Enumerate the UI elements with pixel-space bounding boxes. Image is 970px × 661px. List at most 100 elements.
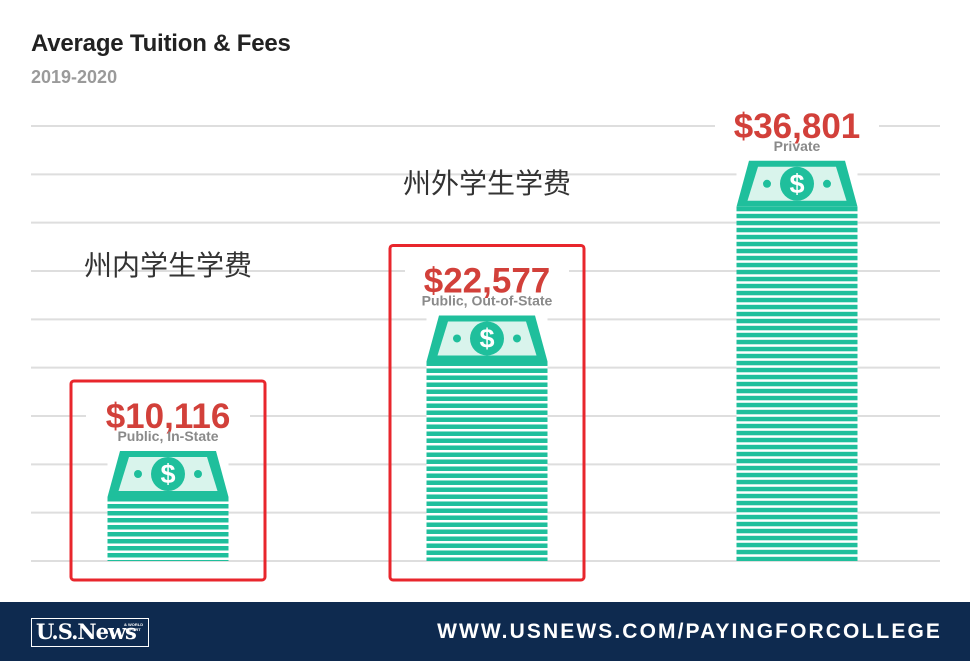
stack-stripe — [426, 529, 548, 534]
stack-stripe — [107, 510, 229, 516]
stack-stripe — [736, 465, 858, 471]
stack-stripe — [426, 487, 548, 492]
stack-stripe — [426, 494, 548, 499]
stack-stripe — [426, 375, 548, 380]
stack-stripe — [736, 542, 858, 548]
bill-dot — [453, 334, 461, 343]
stack-stripe — [426, 452, 548, 457]
stack-stripe — [736, 248, 858, 254]
stack-stripe — [426, 431, 548, 436]
stack-stripe — [736, 458, 858, 464]
dollar-sign-icon: $ — [479, 323, 494, 353]
stack-stripe — [736, 402, 858, 408]
money-stack-bar: $ — [736, 160, 858, 561]
usnews-logo[interactable]: U.S.News & WORLD REPORT — [31, 618, 149, 647]
stack-stripe — [736, 339, 858, 345]
dollar-circle-icon — [470, 321, 504, 356]
stack-stripe — [426, 515, 548, 520]
stack-stripe — [426, 543, 548, 548]
stack-stripe — [736, 444, 858, 450]
stack-stripe — [736, 381, 858, 387]
stack-stripe — [426, 410, 548, 415]
stack-stripe — [736, 388, 858, 394]
stack-stripe — [736, 276, 858, 282]
bill-dot — [194, 469, 202, 478]
stack-stripe — [736, 262, 858, 268]
stack-stripe — [736, 451, 858, 457]
stack-stripe — [736, 353, 858, 359]
stack-stripe — [736, 213, 858, 219]
bill-dot — [513, 334, 521, 343]
chart-subtitle: 2019-2020 — [31, 67, 118, 87]
stack-stripe — [107, 503, 229, 509]
stack-stripe — [736, 493, 858, 499]
stack-stripe — [107, 552, 229, 558]
stack-stripe — [736, 500, 858, 506]
stack-stripe — [426, 536, 548, 541]
stack-stripe — [426, 403, 548, 408]
stack-stripe — [736, 367, 858, 373]
stack-stripe — [736, 283, 858, 289]
stack-stripe — [736, 556, 858, 561]
dollar-sign-icon: $ — [160, 459, 175, 489]
stack-stripe — [736, 430, 858, 436]
stack-stripe — [107, 531, 229, 537]
stack-stripe — [426, 550, 548, 555]
stack-stripe — [426, 466, 548, 471]
money-stack-bar: $ — [426, 315, 548, 561]
stack-stripe — [426, 459, 548, 464]
stack-stripe — [107, 496, 229, 502]
stack-stripe — [107, 545, 229, 551]
logo-tagline: & WORLD REPORT — [124, 622, 144, 632]
value-label: $10,116 — [106, 397, 231, 436]
site-url-link[interactable]: WWW.USNEWS.COM/PAYINGFORCOLLEGE — [437, 620, 942, 643]
stack-stripe — [426, 361, 548, 366]
highlight-box — [69, 379, 267, 582]
stack-stripe — [736, 234, 858, 240]
stack-stripe — [426, 438, 548, 443]
stack-stripe — [736, 521, 858, 527]
stack-stripe — [426, 389, 548, 394]
stack-stripe — [736, 325, 858, 331]
stack-stripe — [736, 241, 858, 247]
stack-stripe — [736, 255, 858, 261]
stack-stripe — [736, 332, 858, 338]
stack-stripe — [736, 304, 858, 310]
stack-stripe — [736, 220, 858, 226]
stack-stripe — [736, 269, 858, 275]
stack-stripe — [426, 396, 548, 401]
stack-stripe — [107, 524, 229, 530]
stack-stripe — [426, 417, 548, 422]
stack-stripe — [736, 437, 858, 443]
category-label: Public, Out-of-State — [422, 292, 553, 308]
in-state-annotation: 州内学生学费 — [84, 249, 252, 282]
bars: $ $ $ — [107, 160, 858, 561]
label-backing — [405, 258, 569, 315]
money-stack-bar: $ — [107, 450, 229, 561]
stack-stripe — [426, 557, 548, 561]
highlight-box — [388, 243, 586, 582]
stack-stripe — [736, 227, 858, 233]
stack-stripe — [736, 206, 858, 212]
footer-bar: U.S.News & WORLD REPORT WWW.USNEWS.COM/P… — [0, 602, 970, 661]
stack-stripe — [736, 395, 858, 401]
stack-stripe — [426, 445, 548, 450]
stack-stripe — [426, 368, 548, 373]
dollar-circle-icon — [780, 166, 814, 201]
stack-stripe — [736, 409, 858, 415]
stack-stripe — [426, 501, 548, 506]
stack-stripe — [736, 360, 858, 366]
stack-stripe — [107, 517, 229, 523]
stack-stripe — [736, 479, 858, 485]
value-label: $22,577 — [424, 261, 551, 300]
bill-dot — [134, 469, 142, 478]
stack-stripe — [736, 297, 858, 303]
chart-title: Average Tuition & Fees — [31, 30, 291, 57]
category-label: Private — [774, 138, 821, 154]
stack-stripe — [736, 507, 858, 513]
stack-stripe — [736, 290, 858, 296]
stack-stripe — [107, 559, 229, 561]
stack-stripe — [426, 473, 548, 478]
